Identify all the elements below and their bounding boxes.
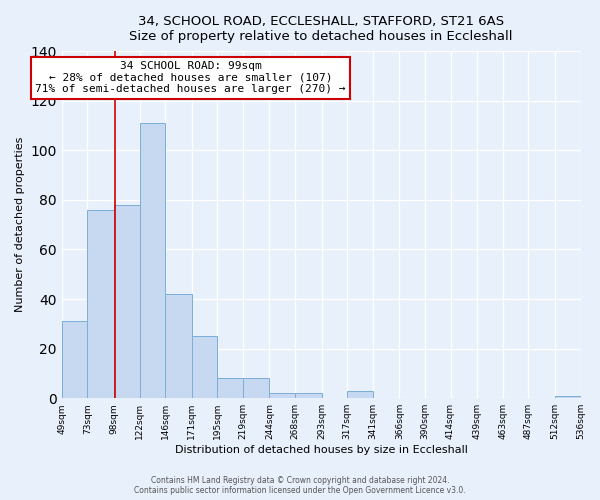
Bar (347, 391, 373, 398)
Text: 34 SCHOOL ROAD: 99sqm
← 28% of detached houses are smaller (107)
71% of semi-det: 34 SCHOOL ROAD: 99sqm ← 28% of detached … (35, 61, 346, 94)
Bar (243, 378, 269, 398)
Bar (140, 123, 165, 398)
X-axis label: Distribution of detached houses by size in Eccleshall: Distribution of detached houses by size … (175, 445, 467, 455)
Bar (88, 210, 114, 398)
Bar (114, 205, 140, 398)
Bar (295, 393, 322, 398)
Title: 34, SCHOOL ROAD, ECCLESHALL, STAFFORD, ST21 6AS
Size of property relative to det: 34, SCHOOL ROAD, ECCLESHALL, STAFFORD, S… (130, 15, 513, 43)
Bar (165, 294, 192, 398)
Bar (62, 322, 88, 398)
Bar (217, 378, 243, 398)
Bar (192, 336, 217, 398)
Bar (555, 396, 581, 398)
Text: Contains HM Land Registry data © Crown copyright and database right 2024.
Contai: Contains HM Land Registry data © Crown c… (134, 476, 466, 495)
Y-axis label: Number of detached properties: Number of detached properties (15, 137, 25, 312)
Bar (269, 393, 295, 398)
